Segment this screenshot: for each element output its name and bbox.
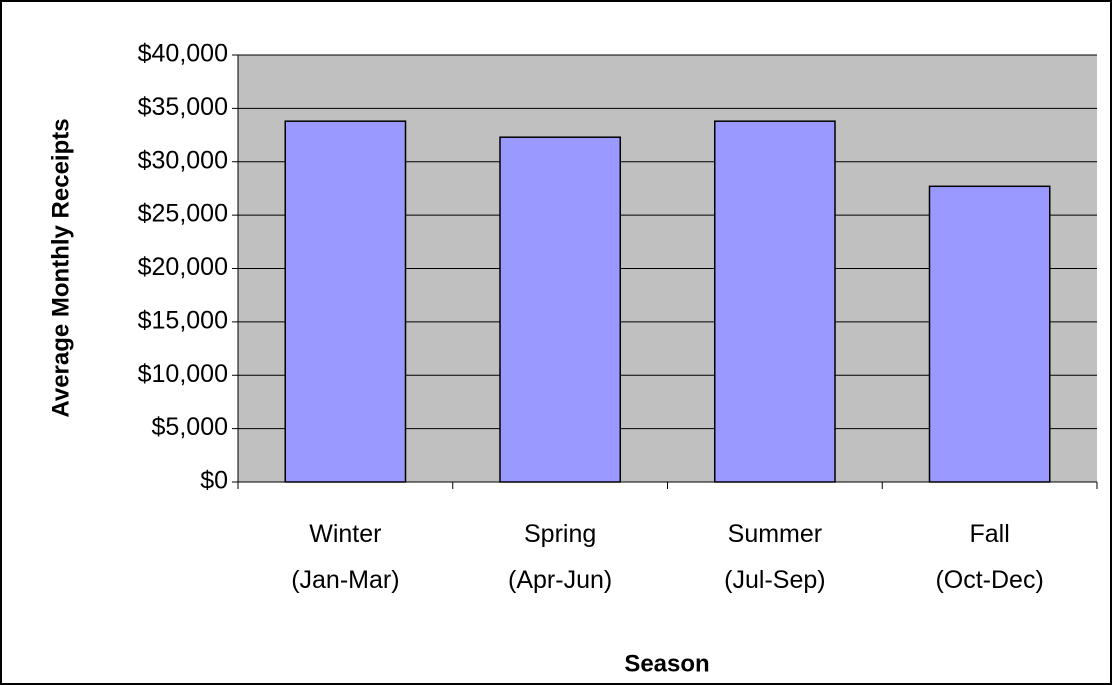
y-tick-label: $0 bbox=[200, 467, 228, 495]
x-tick-label-line: Winter bbox=[309, 520, 381, 548]
y-tick-label: $15,000 bbox=[138, 306, 228, 334]
y-tick-label: $20,000 bbox=[138, 253, 228, 281]
y-tick-label: $40,000 bbox=[138, 40, 228, 68]
y-tick-label: $5,000 bbox=[152, 413, 228, 441]
x-tick-label: Spring (Apr-Jun) bbox=[508, 520, 612, 594]
y-tick-label: $35,000 bbox=[138, 93, 228, 121]
x-tick-label-line: Spring bbox=[524, 520, 596, 548]
x-tick-label: Winter (Jan-Mar) bbox=[291, 520, 399, 594]
x-tick-label-line: (Apr-Jun) bbox=[508, 566, 612, 594]
x-tick-label-line: Fall bbox=[969, 520, 1009, 548]
y-tick-label: $25,000 bbox=[138, 200, 228, 228]
bar bbox=[499, 136, 622, 483]
x-tick-label: Summer (Jul-Sep) bbox=[724, 520, 825, 594]
x-tick-label: Fall (Oct-Dec) bbox=[935, 520, 1043, 594]
x-tick-label-line: (Oct-Dec) bbox=[935, 566, 1043, 594]
y-tick-label: $10,000 bbox=[138, 360, 228, 388]
x-tick-label-line: (Jul-Sep) bbox=[724, 566, 825, 594]
y-tick-label: $30,000 bbox=[138, 146, 228, 174]
x-tick-label-line: (Jan-Mar) bbox=[291, 566, 399, 594]
y-axis-title: Average Monthly Receipts bbox=[47, 118, 74, 417]
bar bbox=[284, 120, 407, 483]
x-axis-title: Season bbox=[624, 650, 709, 677]
bar bbox=[713, 120, 836, 483]
x-tick-label-line: Summer bbox=[728, 520, 822, 548]
bar bbox=[928, 185, 1051, 483]
